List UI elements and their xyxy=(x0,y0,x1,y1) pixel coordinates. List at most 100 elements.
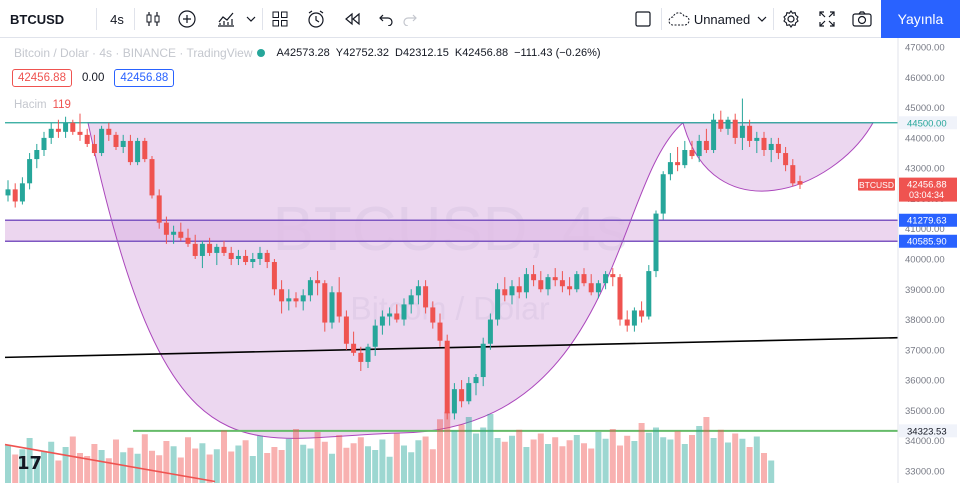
candle[interactable] xyxy=(603,274,609,284)
buy-price-button[interactable]: 42456.88 xyxy=(114,69,175,87)
candle[interactable] xyxy=(401,304,407,320)
candle[interactable] xyxy=(48,128,54,138)
candle[interactable] xyxy=(444,340,450,414)
candle[interactable] xyxy=(91,143,97,154)
chart-area[interactable]: BTCUSD, 4sBitcoin / Dolar47000.0046000.0… xyxy=(0,38,960,483)
candle[interactable] xyxy=(646,271,652,317)
symbol-search-button[interactable]: BTCUSD xyxy=(10,11,65,27)
candle[interactable] xyxy=(63,122,69,132)
candle[interactable] xyxy=(574,274,580,290)
candle[interactable] xyxy=(495,289,501,320)
candle[interactable] xyxy=(703,140,709,151)
candle[interactable] xyxy=(41,137,47,151)
candle[interactable] xyxy=(387,313,393,317)
candle[interactable] xyxy=(185,237,191,244)
candle[interactable] xyxy=(739,125,745,138)
candle[interactable] xyxy=(235,255,241,259)
candle[interactable] xyxy=(675,162,681,166)
candle[interactable] xyxy=(624,319,630,326)
candle[interactable] xyxy=(567,286,573,290)
grid-icon[interactable] xyxy=(268,0,292,38)
candle[interactable] xyxy=(790,165,796,184)
candle[interactable] xyxy=(437,322,443,341)
candle[interactable] xyxy=(358,352,364,362)
candle[interactable] xyxy=(365,346,371,362)
candle[interactable] xyxy=(754,137,760,141)
candle[interactable] xyxy=(199,243,205,256)
candle[interactable] xyxy=(127,140,133,163)
candle[interactable] xyxy=(336,292,342,317)
candle[interactable] xyxy=(502,289,508,296)
cup-pattern[interactable] xyxy=(87,121,874,439)
candle[interactable] xyxy=(99,128,105,154)
templates-icon[interactable] xyxy=(212,0,240,38)
candle[interactable] xyxy=(509,286,515,296)
candle[interactable] xyxy=(783,153,789,166)
candle[interactable] xyxy=(610,274,616,278)
candle[interactable] xyxy=(257,252,263,259)
indicators-icon[interactable] xyxy=(174,0,200,38)
candle[interactable] xyxy=(178,231,184,238)
candle[interactable] xyxy=(775,143,781,154)
candle[interactable] xyxy=(279,289,285,302)
candle[interactable] xyxy=(639,310,645,317)
candle[interactable] xyxy=(631,310,637,326)
down-trend-line[interactable] xyxy=(4,443,216,483)
candle[interactable] xyxy=(351,343,357,353)
candle[interactable] xyxy=(487,319,493,344)
chevron-down-icon[interactable] xyxy=(755,0,769,38)
candle[interactable] xyxy=(480,343,486,378)
candle[interactable] xyxy=(379,316,385,326)
candle[interactable] xyxy=(581,274,587,284)
candle[interactable] xyxy=(149,159,155,196)
candle[interactable] xyxy=(221,246,227,253)
candle[interactable] xyxy=(415,286,421,296)
candle[interactable] xyxy=(171,231,177,235)
candle[interactable] xyxy=(228,252,234,259)
candle[interactable] xyxy=(711,119,717,151)
candle[interactable] xyxy=(689,150,695,157)
candle[interactable] xyxy=(307,280,313,296)
candle[interactable] xyxy=(696,140,702,157)
candle[interactable] xyxy=(718,119,724,129)
publish-button[interactable]: Yayınla xyxy=(881,0,960,38)
layout-checkbox-icon[interactable] xyxy=(631,0,655,38)
candles-icon[interactable] xyxy=(140,0,166,38)
candle[interactable] xyxy=(70,122,76,132)
alert-icon[interactable] xyxy=(303,0,329,38)
candle[interactable] xyxy=(286,298,292,302)
price-axis[interactable] xyxy=(898,38,960,483)
candle[interactable] xyxy=(667,162,673,175)
candle[interactable] xyxy=(516,286,522,293)
candle[interactable] xyxy=(214,246,220,253)
layout-name[interactable]: Unnamed xyxy=(693,11,751,27)
replay-icon[interactable] xyxy=(340,0,364,38)
candle[interactable] xyxy=(163,222,169,235)
candle[interactable] xyxy=(768,143,774,151)
candle[interactable] xyxy=(192,243,198,256)
candle[interactable] xyxy=(5,189,11,196)
candle[interactable] xyxy=(343,316,349,344)
chevron-down-icon[interactable] xyxy=(242,0,260,38)
candle[interactable] xyxy=(531,274,537,281)
settings-icon[interactable] xyxy=(778,0,804,38)
candle[interactable] xyxy=(142,140,148,160)
candle[interactable] xyxy=(250,258,256,263)
candle[interactable] xyxy=(293,298,299,302)
candle[interactable] xyxy=(559,280,565,287)
price-chart[interactable]: BTCUSD, 4sBitcoin / Dolar47000.0046000.0… xyxy=(0,38,960,483)
candle[interactable] xyxy=(552,277,558,281)
candle[interactable] xyxy=(459,389,465,402)
candle[interactable] xyxy=(300,295,306,302)
candle[interactable] xyxy=(135,140,141,163)
candle[interactable] xyxy=(761,137,767,151)
candle[interactable] xyxy=(120,140,126,147)
candle[interactable] xyxy=(271,262,277,290)
candle[interactable] xyxy=(27,159,33,184)
candle[interactable] xyxy=(653,213,659,272)
candle[interactable] xyxy=(394,313,400,320)
candle[interactable] xyxy=(545,277,551,290)
candle[interactable] xyxy=(34,150,40,160)
candle[interactable] xyxy=(156,195,162,223)
candle[interactable] xyxy=(595,283,601,293)
